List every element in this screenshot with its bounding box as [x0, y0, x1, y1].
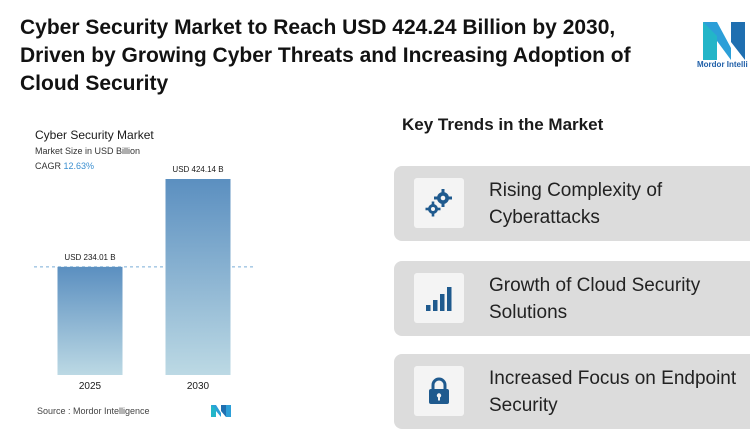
bar-2030	[165, 179, 231, 375]
trend-card-endpoint-security: Increased Focus on Endpoint Security	[394, 354, 750, 429]
trend-label: Growth of Cloud Security Solutions	[489, 275, 701, 323]
trend-icon-box	[414, 273, 464, 323]
trends-heading: Key Trends in the Market	[402, 115, 604, 134]
data-label-2030: USD 424.14 B	[172, 165, 223, 174]
source-text: Source : Mordor Intelligence	[37, 406, 150, 416]
trend-label: Rising Complexity of Cyberattacks	[489, 180, 663, 228]
cagr-label: CAGR	[35, 161, 62, 171]
bar-chart-icon	[426, 287, 452, 311]
cagr-value: 12.63%	[63, 161, 95, 171]
headline: Cyber Security Market to Reach USD 424.2…	[20, 16, 631, 95]
x-tick-2030: 2030	[187, 381, 210, 392]
trend-icon-box	[414, 366, 464, 416]
trend-icon-box	[414, 178, 464, 228]
lock-icon	[429, 377, 449, 404]
trend-card-cloud-security: Growth of Cloud Security Solutions	[394, 261, 750, 336]
trend-label: Increased Focus on Endpoint Security	[489, 368, 737, 416]
logo-text: Mordor Intelli	[697, 60, 748, 69]
bar-chart: USD 234.01 B 2025 USD 424.14 B 2030	[34, 165, 256, 392]
chart-subtitle: Market Size in USD Billion	[35, 146, 141, 156]
market-chart: USD 234.01 B 2025 USD 424.14 B 2030 Cyber S…	[30, 128, 262, 424]
cagr-text: CAGR 12.63%	[35, 161, 94, 171]
mordor-logo-icon	[703, 22, 745, 60]
chart-title: Cyber Security Market	[35, 128, 154, 142]
trend-card-cyberattacks: Rising Complexity of Cyberattacks	[394, 166, 750, 241]
x-tick-2025: 2025	[79, 381, 102, 392]
mordor-mini-logo-icon	[211, 405, 231, 417]
bar-2025	[57, 266, 123, 375]
data-label-2025: USD 234.01 B	[64, 253, 115, 262]
gears-icon	[425, 189, 452, 217]
